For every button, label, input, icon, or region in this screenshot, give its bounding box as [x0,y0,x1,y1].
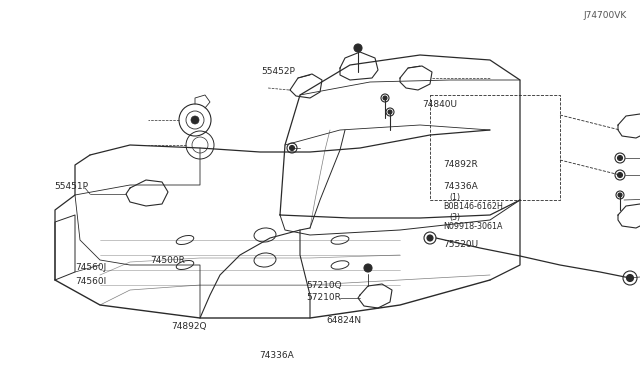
Circle shape [618,193,622,197]
Circle shape [364,264,372,272]
Text: 64824N: 64824N [326,316,362,325]
Text: 57210Q: 57210Q [306,281,342,290]
Text: 74892Q: 74892Q [172,322,207,331]
Circle shape [618,173,623,177]
Text: 74336A: 74336A [443,182,477,191]
Text: 74560J: 74560J [76,263,107,272]
Text: 55452P: 55452P [261,67,295,76]
Circle shape [191,116,199,124]
Circle shape [627,275,634,282]
Text: N09918-3061A: N09918-3061A [443,222,502,231]
Circle shape [354,44,362,52]
Text: 55451P: 55451P [54,182,88,191]
Circle shape [618,155,623,160]
Text: 74840U: 74840U [422,100,458,109]
Text: 75520U: 75520U [443,240,478,249]
Text: (1): (1) [449,193,460,202]
Circle shape [388,110,392,114]
Text: 74336A: 74336A [259,351,294,360]
Text: J74700VK: J74700VK [584,11,627,20]
Text: (3): (3) [449,213,460,222]
Text: 74892R: 74892R [443,160,477,169]
Text: 74500R: 74500R [150,256,185,265]
Text: 57210R: 57210R [306,293,340,302]
Circle shape [383,96,387,100]
Circle shape [289,145,294,151]
Text: 74560I: 74560I [76,278,107,286]
Circle shape [427,235,433,241]
Text: B0B146-6162H: B0B146-6162H [443,202,503,211]
